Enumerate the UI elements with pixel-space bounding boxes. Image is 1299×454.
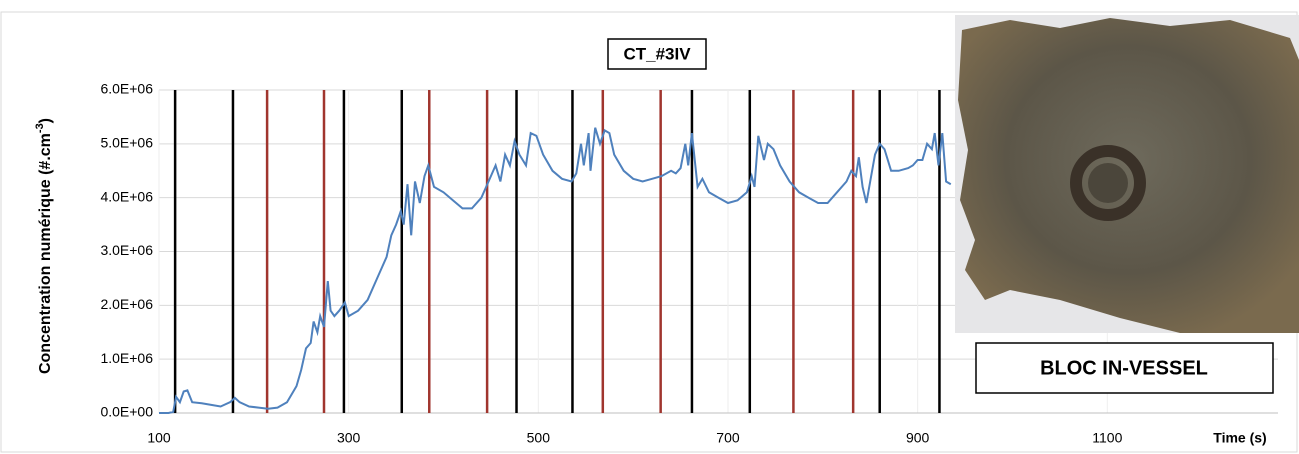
y-tick-label: 1.0E+06: [100, 350, 153, 366]
y-tick-label: 0.0E+00: [100, 404, 153, 420]
y-tick-label: 5.0E+06: [100, 135, 153, 151]
y-axis-title-suffix: ): [37, 118, 54, 123]
annotation-box: [975, 342, 1274, 394]
photo: [955, 15, 1299, 333]
title-box: [607, 38, 707, 70]
annotation: BLOC IN-VESSEL: [1040, 357, 1208, 379]
y-tick-label: 4.0E+06: [100, 188, 153, 204]
y-axis-title-superscript: -3: [34, 123, 46, 133]
photo-rock: [958, 18, 1299, 333]
x-tick-label: 700: [716, 430, 740, 446]
y-axis-title: Concentration numérique (#.cm-3): [34, 118, 54, 374]
y-tick-label: 2.0E+06: [100, 296, 153, 312]
y-axis-title-text: Concentration numérique (#.cm: [37, 133, 54, 374]
x-tick-label: 1100: [1092, 430, 1122, 446]
y-tick-label: 6.0E+06: [100, 81, 153, 97]
y-tick-label: 3.0E+06: [100, 242, 153, 258]
photo-hole: [1088, 163, 1128, 203]
data-line: [159, 127, 952, 414]
photo-ring: [1070, 145, 1146, 221]
x-tick-label: 900: [906, 430, 930, 446]
plot-area: 0.0E+00 1.0E+06 2.0E+06 3.0E+06 4.0E+06 5.0E+…: [100, 81, 1278, 446]
chart-title: CT_#3IV: [623, 44, 691, 63]
x-tick-label: 100: [147, 430, 171, 446]
x-axis-title: Time (s): [1213, 430, 1266, 446]
x-tick-label: 300: [337, 430, 361, 446]
x-tick-label: 500: [527, 430, 551, 446]
